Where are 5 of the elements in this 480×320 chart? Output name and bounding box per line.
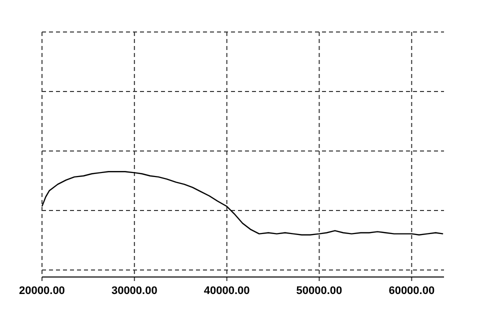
x-tick-label: 20000.00 [19,285,65,297]
x-tick-label: 30000.00 [111,285,158,297]
x-tick-label: 40000.00 [204,285,250,297]
x-tick-label: 50000.00 [296,285,342,297]
x-tick-label: 60000.00 [388,285,435,297]
